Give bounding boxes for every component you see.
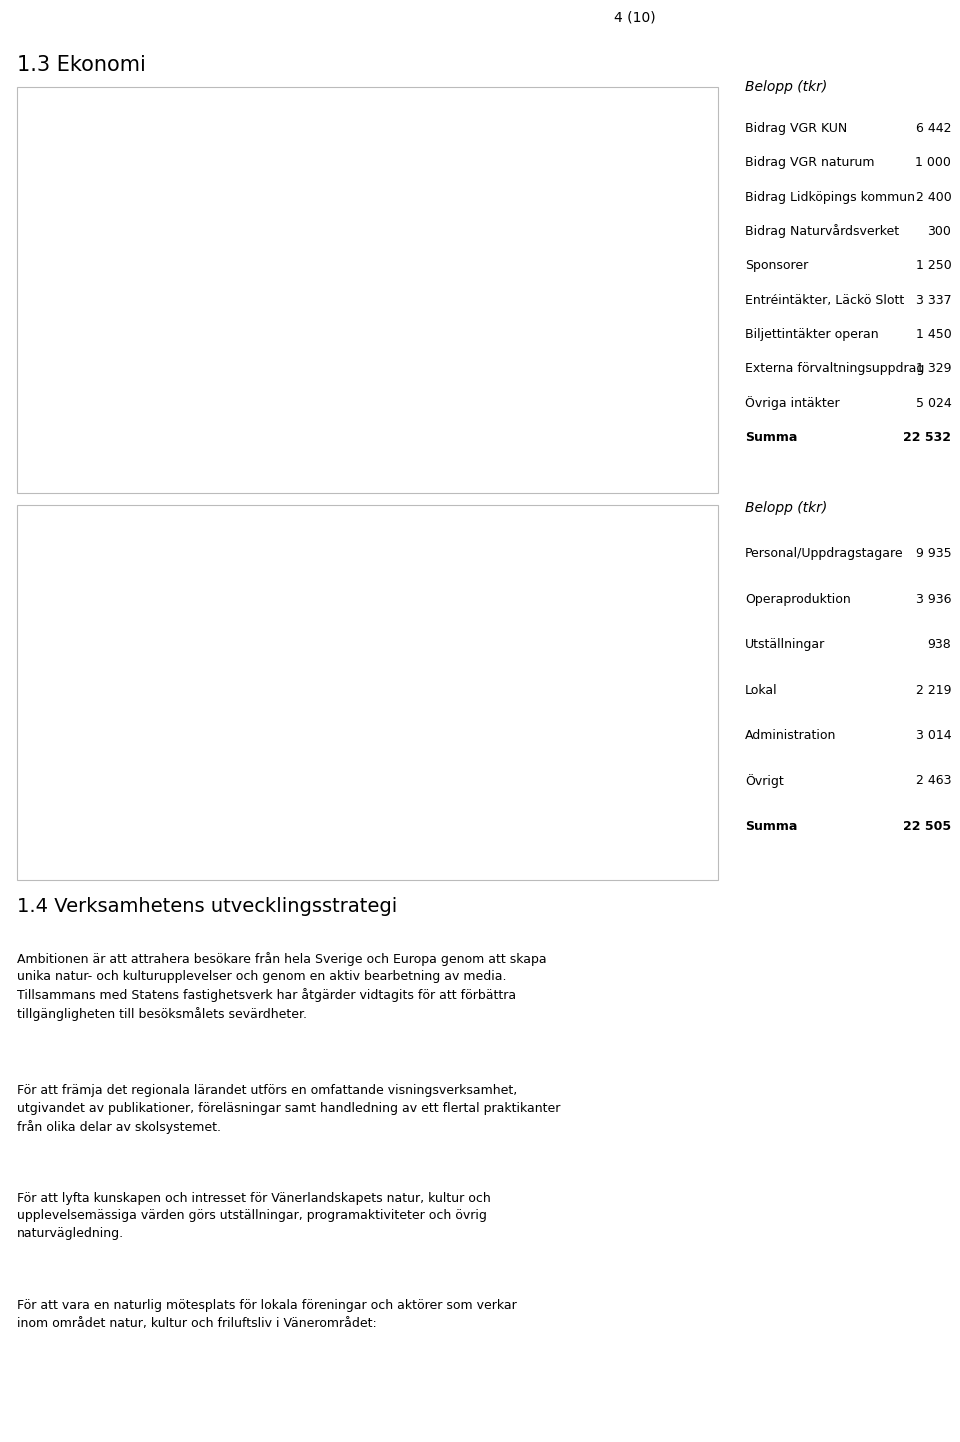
Text: Entréintäkter, Läckö Slott: Entréintäkter, Läckö Slott xyxy=(745,294,904,307)
Legend: Personal/Uppdragstagare, Operaproduktion, Utställningar, Lokal, Administration, : Personal/Uppdragstagare, Operaproduktion… xyxy=(240,825,497,864)
Text: 6 442: 6 442 xyxy=(916,123,951,136)
Text: 1.4 Verksamhetens utvecklingsstrategi: 1.4 Verksamhetens utvecklingsstrategi xyxy=(17,897,397,916)
Text: 13%: 13% xyxy=(162,650,193,663)
Wedge shape xyxy=(240,577,352,793)
Text: 11%: 11% xyxy=(201,616,232,629)
Text: 938: 938 xyxy=(927,639,951,652)
Text: Ambitionen är att attrahera besökare från hela Sverige och Europa genom att skap: Ambitionen är att attrahera besökare frå… xyxy=(17,952,547,1021)
Wedge shape xyxy=(165,689,280,800)
Text: Biljettintäkter operan: Biljettintäkter operan xyxy=(745,327,878,340)
Text: 6%: 6% xyxy=(239,340,262,353)
Text: Bidrag Lidköpings kommun: Bidrag Lidköpings kommun xyxy=(745,190,915,203)
Wedge shape xyxy=(240,271,348,385)
Text: 6%: 6% xyxy=(158,294,180,307)
Text: Bidrag VGR KUN: Bidrag VGR KUN xyxy=(745,123,848,136)
Text: 3 014: 3 014 xyxy=(916,730,951,743)
Text: Övrigt: Övrigt xyxy=(745,774,783,787)
Wedge shape xyxy=(128,684,240,750)
Text: Belopp (tkr): Belopp (tkr) xyxy=(745,502,828,515)
Wedge shape xyxy=(118,271,240,340)
Wedge shape xyxy=(116,249,240,296)
Text: Bidrag VGR naturum: Bidrag VGR naturum xyxy=(745,156,875,169)
Text: 1 000: 1 000 xyxy=(916,156,951,169)
Text: Externa förvaltningsuppdrag: Externa förvaltningsuppdrag xyxy=(745,362,924,375)
Title: Prognos kostnader 2014: Prognos kostnader 2014 xyxy=(131,523,349,541)
Text: 3 936: 3 936 xyxy=(916,593,951,606)
Wedge shape xyxy=(235,271,278,395)
Text: 5 024: 5 024 xyxy=(916,397,951,410)
Legend: Bidrag VGR KUN, Bidrag VGR naturum, Bidrag Lidköpings kommun, Bidrag Naturvårdsv: Bidrag VGR KUN, Bidrag VGR naturum, Bidr… xyxy=(197,421,540,476)
Text: Summa: Summa xyxy=(745,820,798,833)
Text: Lokal: Lokal xyxy=(745,684,778,696)
Wedge shape xyxy=(118,147,240,271)
Wedge shape xyxy=(146,689,240,773)
Text: 11%: 11% xyxy=(276,322,307,335)
Text: Övriga intäkter: Övriga intäkter xyxy=(745,397,840,410)
Text: 15%: 15% xyxy=(187,332,219,345)
Wedge shape xyxy=(240,271,288,388)
Text: 2 463: 2 463 xyxy=(916,774,951,787)
Text: 1 450: 1 450 xyxy=(916,327,951,340)
Text: 1%: 1% xyxy=(255,336,277,349)
Text: För att vara en naturlig mötesplats för lokala föreningar och aktörer som verkar: För att vara en naturlig mötesplats för … xyxy=(17,1299,517,1330)
Text: 10%: 10% xyxy=(157,701,188,714)
Text: 3 337: 3 337 xyxy=(916,294,951,307)
Text: 2 400: 2 400 xyxy=(916,190,951,203)
Text: Sponsorer: Sponsorer xyxy=(745,260,808,273)
Text: 9 935: 9 935 xyxy=(916,548,951,561)
Text: För att främja det regionala lärandet utförs en omfattande visningsverksamhet,
u: För att främja det regionala lärandet ut… xyxy=(17,1084,561,1133)
Wedge shape xyxy=(240,271,361,330)
Text: 44%: 44% xyxy=(293,669,324,682)
Text: Bidrag Naturvårdsverket: Bidrag Naturvårdsverket xyxy=(745,225,900,238)
Wedge shape xyxy=(240,147,364,298)
Text: Summa: Summa xyxy=(745,431,798,444)
Text: För att lyfta kunskapen och intresset för Vänerlandskapets natur, kultur och
upp: För att lyfta kunskapen och intresset fö… xyxy=(17,1191,491,1240)
Text: 4 (10): 4 (10) xyxy=(613,10,656,25)
Text: Administration: Administration xyxy=(745,730,836,743)
Text: 1 329: 1 329 xyxy=(916,362,951,375)
Text: 22 532: 22 532 xyxy=(903,431,951,444)
Text: 29%: 29% xyxy=(284,216,316,229)
Wedge shape xyxy=(128,601,240,689)
Text: 300: 300 xyxy=(927,225,951,238)
Text: Utställningar: Utställningar xyxy=(745,639,826,652)
Text: 22%: 22% xyxy=(175,205,206,218)
Text: Operaproduktion: Operaproduktion xyxy=(745,593,851,606)
Wedge shape xyxy=(169,577,240,689)
Text: Belopp (tkr): Belopp (tkr) xyxy=(745,79,828,94)
Text: Personal/Uppdragstagare: Personal/Uppdragstagare xyxy=(745,548,903,561)
Text: 4%: 4% xyxy=(176,727,199,740)
Text: 1 250: 1 250 xyxy=(916,260,951,273)
Text: 1.3 Ekonomi: 1.3 Ekonomi xyxy=(17,55,146,75)
Wedge shape xyxy=(138,271,240,394)
Text: 22 505: 22 505 xyxy=(903,820,951,833)
Text: 18%: 18% xyxy=(211,751,243,764)
Title: Prognos intäkter 2014: Prognos intäkter 2014 xyxy=(140,91,340,108)
Text: 2 219: 2 219 xyxy=(916,684,951,696)
